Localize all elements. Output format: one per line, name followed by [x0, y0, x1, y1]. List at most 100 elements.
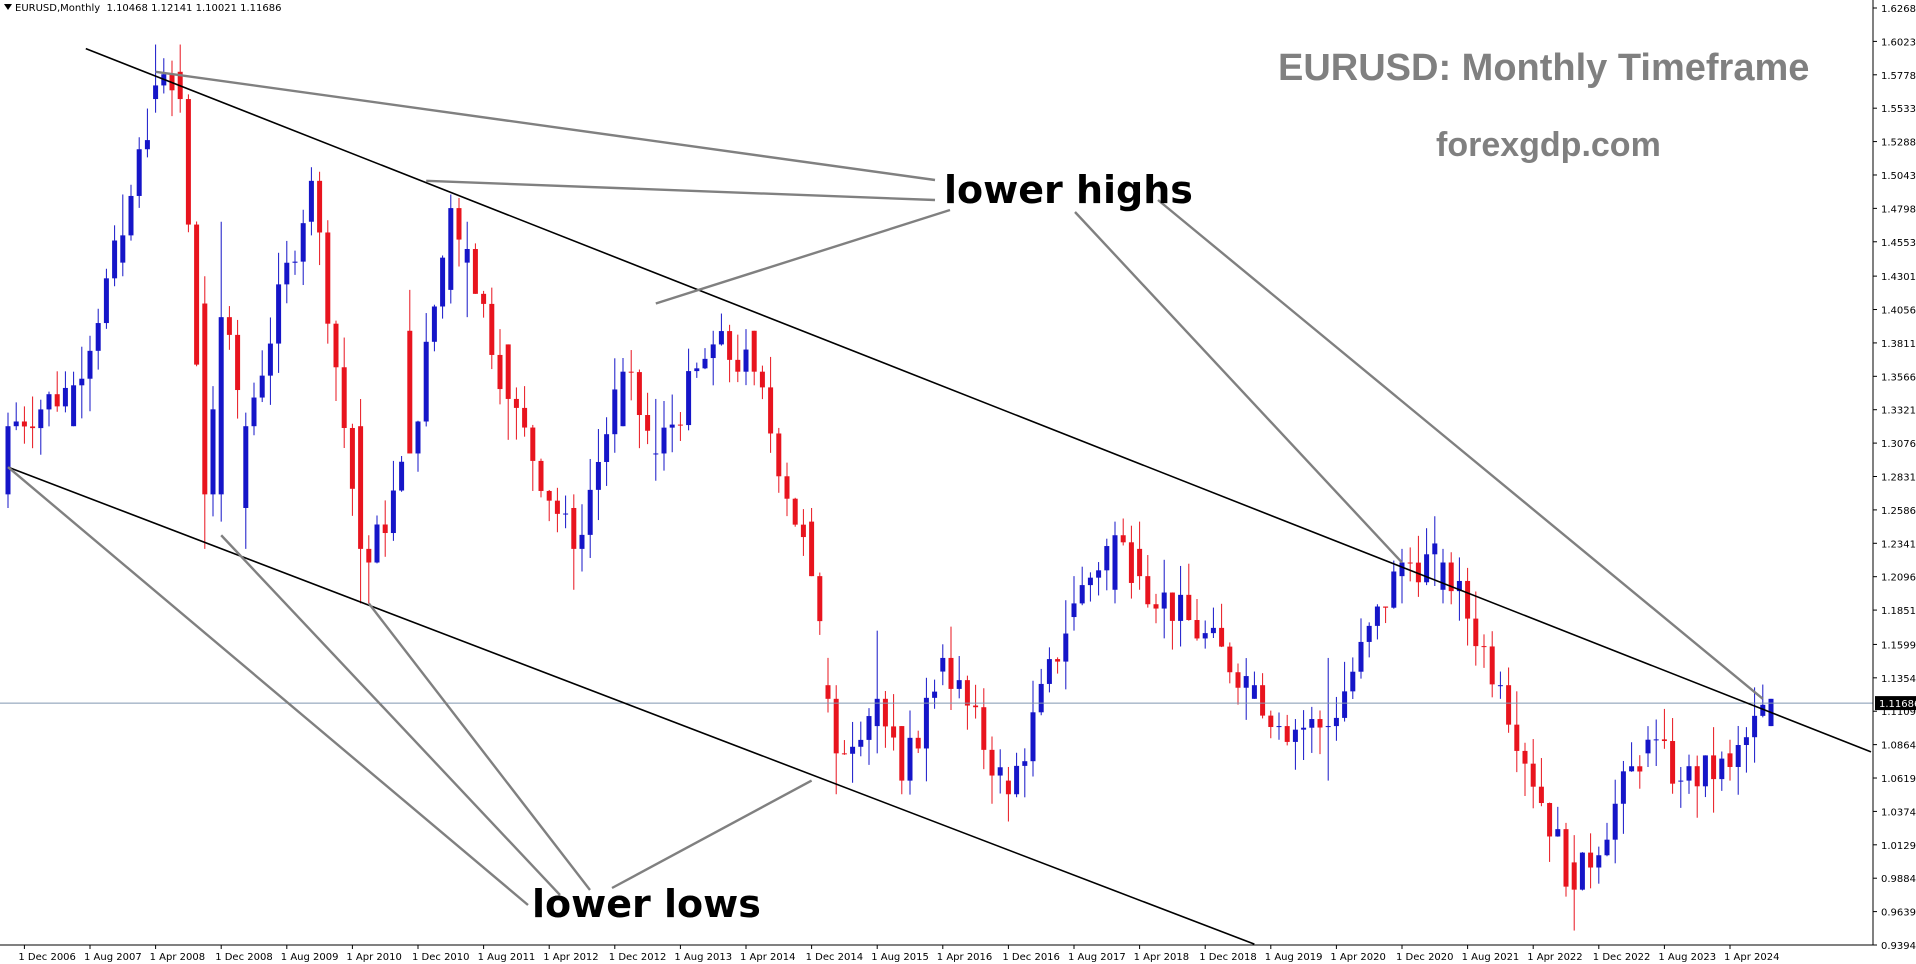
candle — [153, 44, 159, 113]
candle-body — [62, 387, 68, 407]
candle-body — [1276, 726, 1282, 728]
candle — [185, 94, 191, 233]
candle-body — [1128, 542, 1134, 583]
candle-body — [13, 421, 19, 427]
candle-body — [1506, 685, 1512, 725]
candle-body — [505, 344, 511, 399]
candle — [858, 721, 864, 757]
candle — [144, 108, 150, 158]
candle — [1497, 671, 1503, 699]
candle-body — [1694, 766, 1700, 787]
candle — [1374, 604, 1380, 640]
lower-lows-label: lower lows — [532, 882, 761, 926]
candle — [382, 500, 388, 557]
candle-body — [1178, 594, 1184, 621]
candle-body — [563, 513, 569, 515]
candle — [1465, 567, 1471, 646]
candle-body — [21, 421, 27, 427]
candle-body — [1055, 659, 1061, 662]
x-tick-label: 1 Dec 2008 — [215, 952, 273, 963]
candle — [423, 313, 429, 427]
candle — [1046, 647, 1052, 693]
candle-body — [300, 223, 306, 262]
candle — [1079, 566, 1085, 606]
candle-body — [284, 262, 290, 285]
trendline-upper-channel[interactable] — [85, 47, 1872, 753]
candle — [1415, 535, 1421, 597]
x-tick-label: 1 Apr 2022 — [1527, 952, 1582, 963]
candle-body — [30, 426, 36, 429]
x-tick-label: 1 Dec 2014 — [806, 952, 864, 963]
candle-body — [677, 424, 683, 426]
candle-body — [1448, 562, 1454, 592]
candle-body — [1735, 745, 1741, 767]
candle-body — [1596, 855, 1602, 868]
y-tick-label: 1.43010 — [1881, 272, 1916, 283]
candle — [981, 688, 987, 770]
candle — [1071, 576, 1077, 631]
candle-body — [1547, 803, 1553, 837]
candle-body — [1153, 604, 1159, 609]
candle-body — [431, 306, 437, 342]
candle — [71, 371, 77, 427]
candle-body — [1301, 727, 1307, 730]
candle — [456, 198, 462, 267]
candle — [333, 320, 339, 402]
current-price-label: 1.11686 — [1879, 699, 1916, 710]
candle — [226, 306, 232, 350]
candle — [1014, 752, 1020, 798]
y-tick-label: 1.38110 — [1881, 339, 1916, 350]
candle-body — [932, 691, 938, 698]
candle-body — [226, 317, 232, 335]
candle-body — [735, 359, 741, 372]
candle — [1317, 710, 1323, 755]
x-tick-label: 1 Apr 2014 — [740, 952, 795, 963]
x-tick-label: 1 Aug 2021 — [1462, 952, 1520, 963]
candle — [1514, 691, 1520, 773]
candle — [997, 749, 1003, 794]
candle — [956, 656, 962, 699]
candle-body — [604, 434, 610, 462]
candle — [1104, 538, 1110, 591]
candle — [112, 225, 118, 287]
candle — [38, 399, 44, 455]
chevron-down-icon[interactable] — [4, 4, 12, 10]
candle-body — [751, 330, 757, 372]
candle-body — [1432, 543, 1438, 555]
candle — [1645, 726, 1651, 767]
candle-body — [1489, 646, 1495, 685]
candle-body — [809, 521, 815, 577]
trendline-lower-channel[interactable] — [7, 466, 1255, 945]
candle-body — [636, 372, 642, 416]
candle-body — [1752, 715, 1758, 738]
candle-body — [522, 407, 528, 428]
candle-body — [694, 368, 700, 372]
candle — [136, 137, 142, 208]
candle-body — [1366, 625, 1372, 642]
candle-body — [1005, 780, 1011, 795]
candle-body — [1112, 535, 1118, 590]
pointer-line — [1074, 211, 1403, 564]
candle-body — [1612, 803, 1618, 840]
candle-body — [513, 398, 519, 408]
y-tick-label: 1.62680 — [1881, 4, 1916, 15]
candle-body — [251, 397, 257, 427]
candle-body — [1284, 726, 1290, 742]
candle — [1005, 766, 1011, 822]
candle — [497, 329, 503, 405]
candle-body — [1374, 606, 1380, 626]
candle — [579, 504, 585, 572]
candle — [1292, 719, 1298, 770]
candle-body — [1137, 548, 1143, 577]
candle — [932, 679, 938, 709]
candle — [1219, 603, 1225, 648]
candle-body — [489, 303, 495, 355]
symbol-header: EURUSD,Monthly 1.10468 1.12141 1.10021 1… — [4, 3, 281, 14]
candle-body — [792, 498, 798, 525]
candle — [259, 350, 265, 403]
candle-body — [1538, 786, 1544, 804]
candle — [1440, 548, 1446, 604]
candle-body — [472, 248, 478, 294]
x-tick-label: 1 Aug 2019 — [1265, 952, 1323, 963]
